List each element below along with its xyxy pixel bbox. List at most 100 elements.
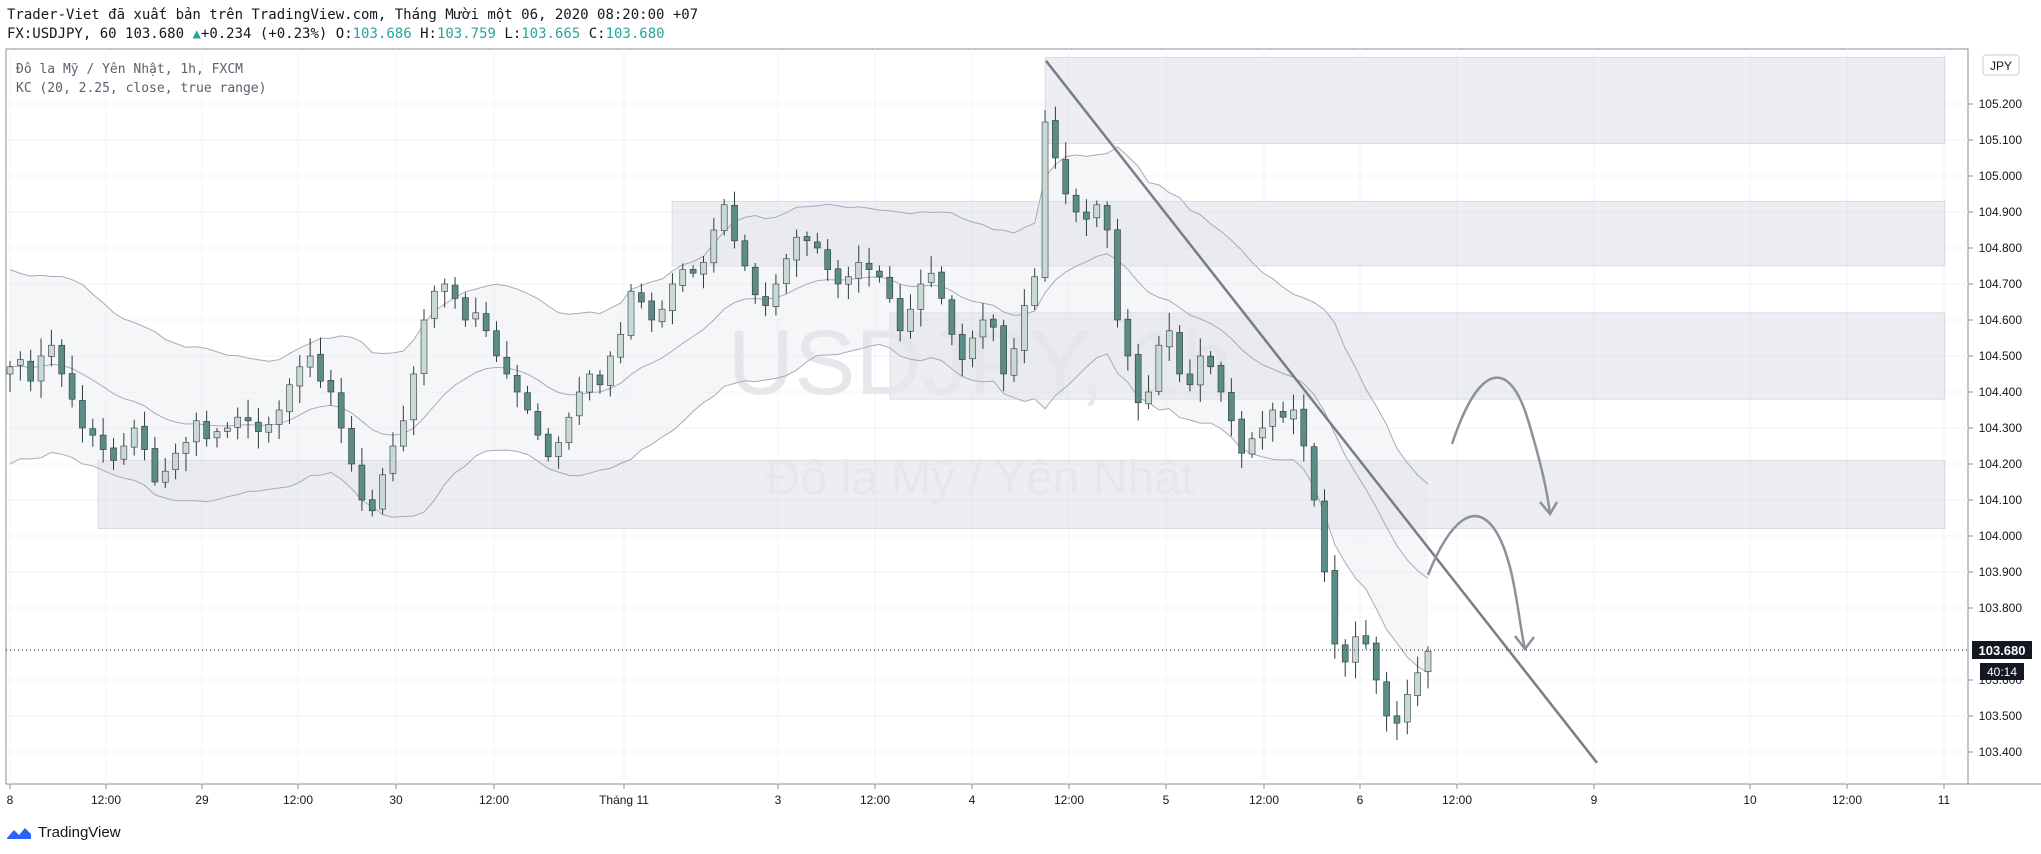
price-tick-label: 105.200 [1979, 97, 2023, 111]
legend-indicator: KC (20, 2.25, close, true range) [16, 81, 266, 96]
candle-body [876, 270, 883, 278]
candle-body [793, 236, 800, 261]
candle-body [710, 229, 718, 264]
candle-body [1041, 121, 1049, 278]
candle-body [803, 236, 811, 242]
price-tick-label: 105.100 [1979, 133, 2023, 147]
candle-body [89, 428, 97, 436]
resistance-zone [97, 460, 1946, 530]
candle-body [224, 427, 231, 432]
candle-body [1145, 391, 1152, 405]
time-tick-label: 10 [1743, 793, 1757, 807]
price-tick-label: 103.900 [1979, 565, 2023, 579]
low-label: L: [504, 26, 522, 42]
candle-body [161, 470, 169, 483]
candle-body [172, 452, 179, 470]
last-price: 103.680 [125, 26, 185, 42]
candle-body [1134, 354, 1142, 404]
publisher-line: Trader-Viet đã xuất bản trên TradingView… [7, 7, 699, 23]
candle-body [938, 271, 945, 299]
candle-body [575, 391, 583, 417]
currency-label: JPY [1990, 59, 2012, 73]
projection-arrow-2 [1426, 514, 1527, 650]
candle-body [327, 380, 335, 393]
candle-body [151, 448, 159, 483]
candle-body [368, 499, 376, 512]
time-tick-label: Tháng 11 [599, 793, 649, 807]
time-tick-label: 3 [775, 793, 782, 807]
currency-badge[interactable]: JPY [1982, 54, 2020, 76]
candle-body [1279, 411, 1287, 418]
chart-header: Trader-Viet đã xuất bản trên TradingView… [7, 6, 698, 44]
trendline [1045, 60, 1598, 764]
candle-body [1310, 446, 1318, 501]
candle-body [27, 360, 35, 382]
candle-body [565, 416, 573, 444]
candle-body [648, 300, 656, 321]
projection-arrow-1 [1450, 376, 1552, 515]
candle-body [420, 319, 428, 374]
candle-body [896, 298, 904, 332]
candle-body [1207, 355, 1214, 368]
candle-body [1165, 330, 1173, 348]
candle-body [524, 392, 531, 411]
candle-body [1124, 318, 1132, 357]
candle-body [1372, 642, 1380, 681]
drawings[interactable] [1045, 60, 1598, 764]
price-tick-label: 105.000 [1979, 169, 2023, 183]
price-tick-label: 104.700 [1979, 277, 2023, 291]
time-tick-label: 12:00 [860, 793, 890, 807]
candle-body [1341, 644, 1349, 663]
price-tick-label: 104.100 [1979, 493, 2023, 507]
candle-body [1424, 650, 1432, 672]
candle-body [617, 334, 624, 358]
candle-body [79, 400, 86, 429]
candle-body [182, 442, 190, 454]
tradingview-logo-icon [7, 827, 31, 839]
candle-body [534, 411, 542, 436]
candle-body [689, 268, 697, 274]
kc-upper-line [9, 146, 1429, 485]
candle-body [1103, 205, 1111, 231]
candles[interactable] [6, 106, 1432, 741]
candle-body [431, 290, 438, 319]
tradingview-footer[interactable]: TradingView [6, 824, 121, 841]
candle-body [482, 313, 490, 332]
candle-body [120, 445, 128, 460]
price-tick-label: 104.600 [1979, 313, 2023, 327]
price-tick-label: 103.800 [1979, 601, 2023, 615]
candle-body [1269, 409, 1277, 427]
keltner-channel [9, 146, 1429, 674]
close-value: 103.680 [605, 26, 665, 42]
time-axis[interactable]: 8 12:00 29 12:00 30 12:00 Tháng 11 3 12:00 4 12:00… [7, 784, 1951, 807]
candle-body [948, 299, 956, 335]
candle-body [337, 392, 345, 429]
time-tick-label: 11 [1938, 793, 1951, 807]
time-tick-label: 12:00 [91, 793, 121, 807]
kc-middle-line [9, 253, 1429, 579]
candle-body [1083, 211, 1090, 220]
candle-body [814, 241, 821, 249]
legend: Đô la Mỹ / Yên Nhật, 1h, FXCM KC (20, 2.… [16, 62, 266, 96]
symbol-label: FX:USDJPY, 60 [7, 26, 117, 42]
price-tick-label: 104.400 [1979, 385, 2023, 399]
countdown-box [1980, 663, 2024, 680]
resistance-zones [97, 56, 1946, 530]
open-label: O: [335, 26, 353, 42]
candle-body [358, 464, 366, 501]
kc-lower-line [9, 343, 1429, 674]
price-tick-label: 104.300 [1979, 421, 2023, 435]
price-axis[interactable]: 105.200 105.100 105.000 104.900 104.800 104.7… [1968, 97, 2022, 759]
time-tick-label: 4 [969, 793, 976, 807]
candle-body [638, 292, 645, 303]
time-tick-label: 9 [1591, 793, 1598, 807]
last-price-axis-label: 103.680 [1979, 643, 2026, 658]
candle-body [1176, 332, 1183, 375]
price-tick-label: 104.900 [1979, 205, 2023, 219]
candle-body [410, 373, 417, 421]
time-tick-label: 12:00 [283, 793, 313, 807]
candle-body [6, 366, 14, 375]
resistance-zone [671, 200, 1946, 267]
candle-body [824, 249, 831, 270]
